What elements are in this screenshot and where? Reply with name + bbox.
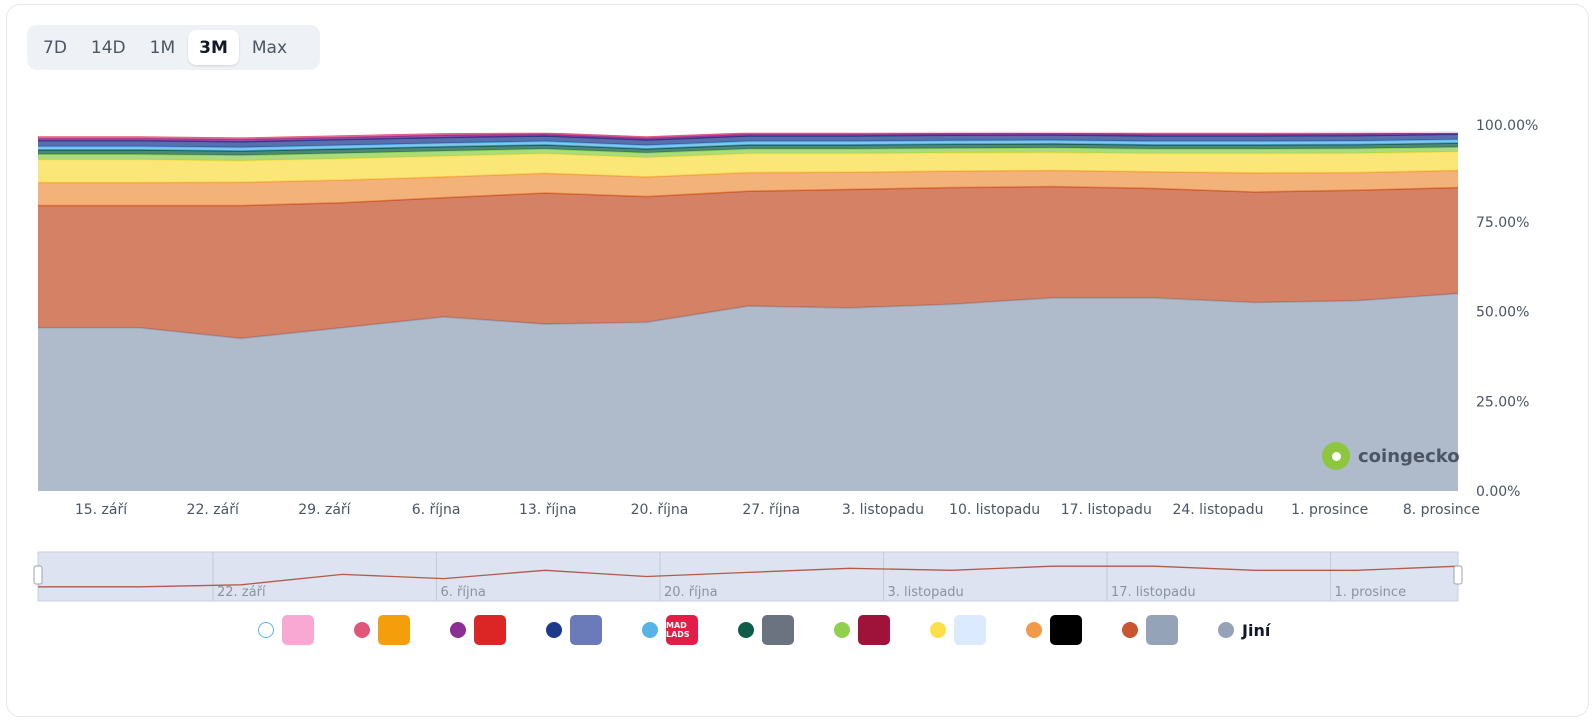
legend-color-dot (834, 622, 850, 638)
y-tick-label: 25.00% (1476, 394, 1529, 410)
coingecko-watermark: coingecko (1322, 442, 1460, 470)
legend-color-dot (1026, 622, 1042, 638)
y-tick-label: 100.00% (1476, 118, 1538, 134)
collection-thumbnail-icon (1050, 615, 1082, 645)
x-tick-label: 20. října (631, 502, 689, 518)
coingecko-logo-icon (1322, 442, 1350, 470)
area-series-4[interactable] (38, 151, 1458, 183)
legend-item[interactable] (450, 615, 506, 645)
range-3m-button[interactable]: 3M (188, 30, 239, 65)
collection-thumbnail-icon: MAD LADS (666, 615, 698, 645)
navigator-window[interactable] (37, 551, 1459, 602)
x-tick-label: 8. prosince (1403, 502, 1480, 518)
range-navigator[interactable]: 22. září 6. října 20. října 3. listopadu 17.… (33, 551, 1463, 602)
legend-color-dot (354, 622, 370, 638)
area-series-11[interactable] (38, 132, 1458, 138)
navigator-tick-label: 1. prosince (1335, 585, 1407, 600)
navigator-right-handle[interactable] (1453, 565, 1463, 585)
area-series-8[interactable] (38, 134, 1458, 148)
collection-thumbnail-icon (1146, 615, 1178, 645)
x-tick-label: 6. října (412, 502, 461, 518)
y-tick-label: 50.00% (1476, 305, 1529, 321)
area-series-6[interactable] (38, 143, 1458, 156)
range-7d-button[interactable]: 7D (32, 30, 78, 65)
collection-thumbnail-icon (954, 615, 986, 645)
legend-item[interactable] (546, 615, 602, 645)
area-series-2[interactable] (38, 186, 1458, 339)
legend-item[interactable] (738, 615, 794, 645)
navigator-series-line (38, 565, 1459, 588)
navigator-tick-label: 20. října (664, 585, 718, 600)
legend-color-dot (642, 622, 658, 638)
chart-legend: MAD LADS Jiní (258, 613, 1270, 647)
legend-color-dot (258, 622, 274, 638)
legend-item[interactable] (1026, 615, 1082, 645)
legend-item[interactable] (834, 615, 890, 645)
area-series-7[interactable] (38, 139, 1458, 152)
x-tick-label: 17. listopadu (1061, 502, 1152, 518)
legend-item[interactable] (258, 615, 314, 645)
y-tick-label: 0.00% (1476, 484, 1520, 500)
navigator-tick-label: 3. listopadu (888, 585, 964, 600)
watermark-text: coingecko (1358, 445, 1460, 467)
legend-color-dot (1218, 622, 1234, 638)
legend-item[interactable]: MAD LADS (642, 615, 698, 645)
area-series-1[interactable] (38, 293, 1458, 491)
range-1m-button[interactable]: 1M (139, 30, 186, 65)
legend-color-dot (738, 622, 754, 638)
x-tick-label: 1. prosince (1291, 502, 1368, 518)
navigator-tick-label: 6. října (441, 585, 486, 600)
collection-thumbnail-icon (474, 615, 506, 645)
x-tick-label: 3. listopadu (842, 502, 924, 518)
stacked-areas (38, 131, 1459, 491)
collection-thumbnail-icon (570, 615, 602, 645)
legend-color-dot (1122, 622, 1138, 638)
legend-item[interactable] (1122, 615, 1178, 645)
area-series-5[interactable] (38, 147, 1458, 161)
y-axis: 100.00% 75.00% 50.00% 25.00% 0.00% (1476, 118, 1538, 500)
time-range-selector: 7D 14D 1M 3M Max (27, 25, 320, 70)
collection-thumbnail-icon (282, 615, 314, 645)
x-tick-label: 22. září (187, 502, 240, 518)
collection-thumbnail-icon (762, 615, 794, 645)
x-tick-label: 10. listopadu (949, 502, 1040, 518)
x-tick-label: 27. října (742, 502, 800, 518)
navigator-left-handle[interactable] (33, 565, 43, 585)
legend-item[interactable]: Jiní (1218, 621, 1270, 640)
legend-label: Jiní (1242, 620, 1271, 640)
collection-thumbnail-icon (378, 615, 410, 645)
range-14d-button[interactable]: 14D (80, 30, 137, 65)
navigator-tick-label: 17. listopadu (1111, 585, 1196, 600)
x-tick-label: 29. září (298, 502, 351, 518)
legend-color-dot (546, 622, 562, 638)
x-tick-label: 13. října (519, 502, 577, 518)
legend-color-dot (450, 622, 466, 638)
x-tick-label: 15. září (75, 502, 128, 518)
legend-color-dot (930, 622, 946, 638)
range-max-button[interactable]: Max (241, 30, 298, 65)
collection-thumbnail-icon (858, 615, 890, 645)
area-series-9[interactable] (38, 132, 1458, 142)
navigator-tick-label: 22. září (217, 585, 266, 600)
x-axis: 15. září 22. září 29. září 6. října 13. říjn… (75, 502, 1480, 518)
x-tick-label: 24. listopadu (1172, 502, 1263, 518)
legend-item[interactable] (930, 615, 986, 645)
y-tick-label: 75.00% (1476, 215, 1529, 231)
legend-item[interactable] (354, 615, 410, 645)
